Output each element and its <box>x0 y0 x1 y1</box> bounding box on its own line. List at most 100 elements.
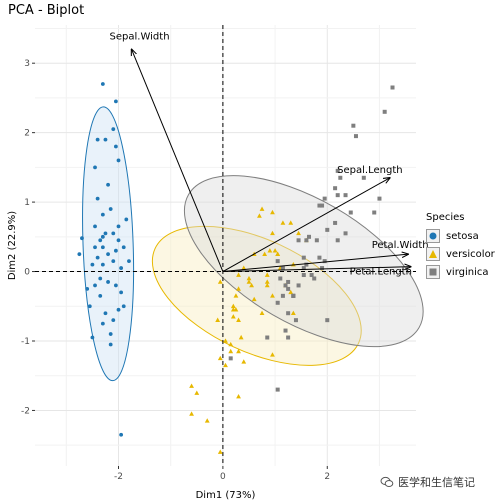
point-virginica <box>382 109 387 114</box>
y-tick-label: -1 <box>21 337 30 347</box>
legend: Species setosa versicolor virginica <box>426 212 495 281</box>
point-versicolor <box>204 418 210 423</box>
point-versicolor <box>288 289 294 295</box>
point-versicolor <box>264 272 270 277</box>
point-setosa <box>108 342 113 347</box>
point-virginica <box>283 328 288 333</box>
circle-marker-icon <box>429 232 437 240</box>
point-setosa <box>116 238 121 243</box>
point-versicolor <box>230 314 236 319</box>
point-versicolor <box>259 206 265 211</box>
legend-key-setosa <box>426 229 440 243</box>
point-versicolor <box>217 355 223 361</box>
legend-item-setosa: setosa <box>426 227 495 245</box>
point-versicolor <box>264 282 270 288</box>
point-virginica <box>286 286 291 291</box>
point-setosa <box>90 335 95 340</box>
point-setosa <box>113 283 118 288</box>
point-versicolor <box>194 390 200 395</box>
point-virginica <box>361 175 366 180</box>
y-tick-label: -2 <box>21 406 30 416</box>
legend-label-setosa: setosa <box>446 230 479 242</box>
point-setosa <box>80 236 84 241</box>
legend-label-virginica: virginica <box>446 266 489 278</box>
point-versicolor <box>262 251 268 256</box>
point-versicolor <box>270 293 275 298</box>
point-virginica <box>307 234 312 239</box>
point-setosa <box>98 238 103 243</box>
point-versicolor <box>189 411 194 416</box>
point-setosa <box>93 245 97 250</box>
point-versicolor <box>230 303 236 309</box>
ellipse-versicolor <box>151 225 362 366</box>
point-versicolor <box>241 265 247 270</box>
y-axis-label: Dim2 (22.9%) <box>7 211 18 280</box>
point-virginica <box>335 238 340 243</box>
point-virginica <box>275 259 280 264</box>
point-versicolor <box>241 359 247 364</box>
legend-key-versicolor <box>426 247 440 261</box>
legend-item-versicolor: versicolor <box>426 245 495 263</box>
point-setosa <box>106 182 110 187</box>
point-virginica <box>353 134 358 139</box>
arrow-sepal-width <box>132 49 224 272</box>
point-setosa <box>93 224 97 229</box>
arrow-sepal-length <box>222 178 390 272</box>
point-setosa <box>100 212 105 217</box>
arrow-label: Sepal.Length <box>337 165 402 176</box>
point-setosa <box>85 287 90 291</box>
point-setosa <box>116 158 121 163</box>
point-versicolor <box>246 279 252 284</box>
point-versicolor <box>215 317 221 322</box>
point-virginica <box>278 276 283 281</box>
point-virginica <box>301 266 306 271</box>
point-virginica <box>335 193 340 198</box>
point-versicolor <box>267 248 273 253</box>
point-versicolor <box>236 317 241 322</box>
point-setosa <box>111 127 116 132</box>
point-virginica <box>312 276 317 281</box>
point-virginica <box>325 318 330 323</box>
legend-item-virginica: virginica <box>426 263 495 281</box>
point-setosa <box>113 248 118 253</box>
point-virginica <box>275 300 280 305</box>
point-virginica <box>304 238 309 243</box>
wechat-icon <box>380 476 394 487</box>
point-versicolor <box>228 341 234 347</box>
point-versicolor <box>272 248 278 253</box>
point-virginica <box>372 210 377 215</box>
point-setosa <box>106 252 110 257</box>
y-tick-label: 0 <box>24 268 30 278</box>
point-versicolor <box>264 279 270 284</box>
point-virginica <box>301 273 306 278</box>
point-virginica <box>317 203 322 208</box>
arrow-petal-width <box>222 254 408 273</box>
arrow-label: Petal.Length <box>350 267 412 278</box>
y-tick-label: 3 <box>24 59 30 69</box>
point-versicolor <box>189 383 194 388</box>
point-versicolor <box>246 275 252 281</box>
point-setosa <box>103 231 108 236</box>
point-virginica <box>293 318 298 323</box>
point-setosa <box>119 266 124 270</box>
point-versicolor <box>233 307 239 312</box>
point-virginica <box>333 220 338 225</box>
ellipse-virginica <box>183 175 424 348</box>
point-setosa <box>111 231 116 236</box>
point-virginica <box>286 335 291 340</box>
point-setosa <box>100 321 105 326</box>
point-virginica <box>280 293 285 298</box>
point-versicolor <box>270 209 275 215</box>
arrow-petal-length <box>222 267 411 273</box>
point-setosa <box>111 259 116 264</box>
point-versicolor <box>217 449 223 454</box>
point-virginica <box>343 193 348 198</box>
point-versicolor <box>296 230 301 236</box>
legend-key-virginica <box>426 265 440 279</box>
point-versicolor <box>257 213 262 218</box>
point-setosa <box>103 137 108 142</box>
point-setosa <box>119 432 124 437</box>
point-virginica <box>286 311 291 316</box>
point-setosa <box>108 332 113 336</box>
